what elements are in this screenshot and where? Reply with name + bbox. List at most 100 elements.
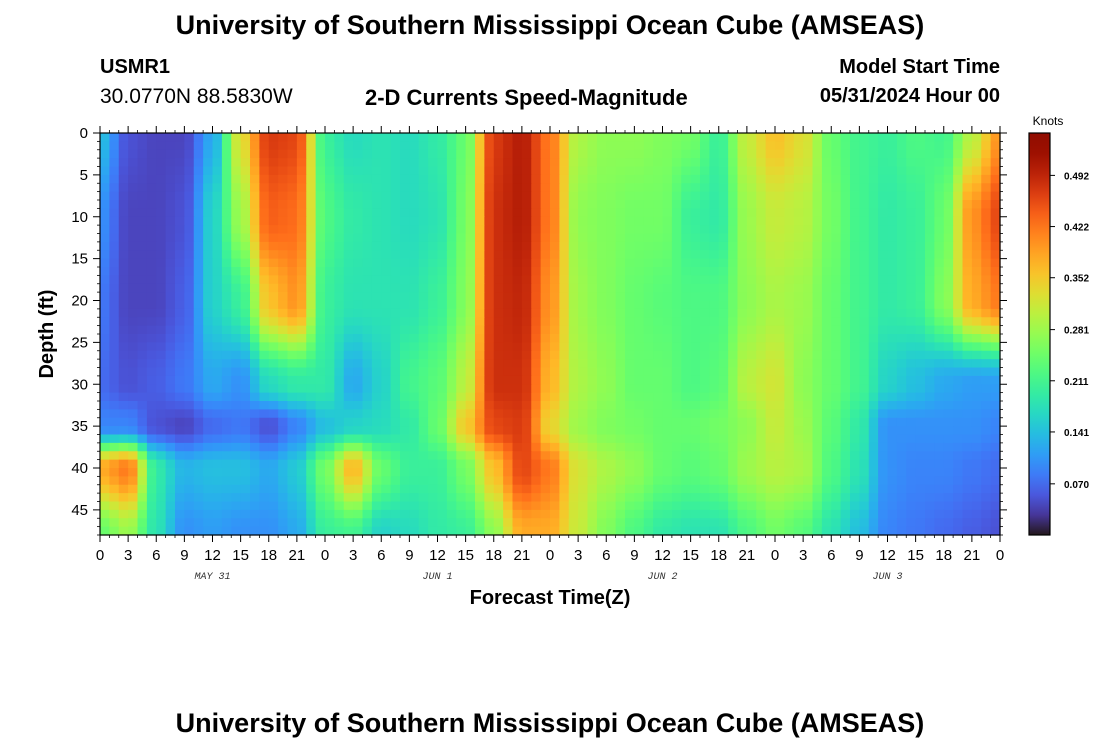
heatmap-cell <box>306 216 317 226</box>
heatmap-cell <box>784 216 795 226</box>
heatmap-cell <box>765 334 776 343</box>
heatmap-cell <box>212 200 223 209</box>
y-tick-label: 40 <box>71 460 88 477</box>
heatmap-cell <box>709 325 720 335</box>
heatmap-cell <box>156 392 167 402</box>
heatmap-cell <box>343 451 354 461</box>
heatmap-cell <box>559 434 570 444</box>
heatmap-cell <box>634 308 645 318</box>
heatmap-cell <box>868 166 879 176</box>
heatmap-cell <box>962 200 973 209</box>
heatmap-cell <box>634 233 645 243</box>
x-tick-label: 15 <box>907 547 924 564</box>
heatmap-cell <box>418 476 429 486</box>
heatmap-cell <box>737 317 748 327</box>
heatmap-cell <box>709 459 720 469</box>
heatmap-cell <box>100 292 110 302</box>
heatmap-cell <box>896 426 907 436</box>
heatmap-cell <box>540 501 551 511</box>
heatmap-cell <box>784 392 795 402</box>
heatmap-cell <box>362 133 373 142</box>
heatmap-cell <box>962 166 973 176</box>
heatmap-cell <box>821 200 832 209</box>
heatmap-cell <box>887 292 898 302</box>
heatmap-cell <box>137 509 148 519</box>
heatmap-cell <box>184 384 195 394</box>
heatmap-cell <box>793 283 804 293</box>
heatmap-cell <box>203 166 214 176</box>
heatmap-cell <box>446 342 457 352</box>
heatmap-cell <box>240 250 251 260</box>
heatmap-cell <box>915 300 926 310</box>
heatmap-cell <box>250 526 260 536</box>
heatmap-cell <box>578 392 589 402</box>
heatmap-cell <box>193 401 204 410</box>
colorbar-tick-label: 0.281 <box>1064 326 1089 337</box>
heatmap-cell <box>296 509 307 519</box>
heatmap-cell <box>690 158 701 168</box>
heatmap-cell <box>653 133 664 142</box>
heatmap-cell <box>540 317 551 327</box>
heatmap-cell <box>250 166 260 176</box>
heatmap-cell <box>896 325 907 335</box>
heatmap-cell <box>231 183 242 193</box>
heatmap-cell <box>559 200 570 209</box>
heatmap-cell <box>475 434 485 444</box>
heatmap-cell <box>503 442 514 452</box>
heatmap-cell <box>906 216 917 226</box>
heatmap-cell <box>325 468 335 477</box>
heatmap-cell <box>662 216 673 226</box>
heatmap-cell <box>306 258 317 268</box>
heatmap-cell <box>550 493 560 503</box>
heatmap-cell <box>868 476 879 486</box>
heatmap-cell <box>175 267 185 276</box>
x-axis: 0 3 6 9 12 15 18 21 0 3 6 9 12 15 18 21 0 3 6 9 12 15 18 21 0 3 6 9… <box>96 126 1004 583</box>
heatmap-cell <box>718 166 729 176</box>
heatmap-cell <box>681 133 692 142</box>
heatmap-cell <box>943 250 954 260</box>
heatmap-cell <box>878 308 889 318</box>
heatmap-cell <box>812 258 823 268</box>
heatmap-cell <box>118 375 129 385</box>
heatmap-cell <box>184 342 195 352</box>
heatmap-cell <box>887 241 898 251</box>
heatmap-cell <box>878 141 889 151</box>
heatmap-cell <box>568 216 579 226</box>
heatmap-cell <box>446 275 457 285</box>
heatmap-cell <box>128 300 139 310</box>
heatmap-cell <box>118 283 129 293</box>
heatmap-cell <box>268 426 279 436</box>
heatmap-cell <box>353 375 364 385</box>
heatmap-cell <box>943 442 954 452</box>
heatmap-cell <box>765 501 776 511</box>
heatmap-cell <box>400 158 410 168</box>
heatmap-cell <box>718 484 729 494</box>
heatmap-cell <box>446 283 457 293</box>
heatmap-cell <box>662 133 673 142</box>
heatmap-cell <box>953 501 964 511</box>
heatmap-cell <box>737 325 748 335</box>
heatmap-cell <box>343 409 354 419</box>
heatmap-cell <box>690 308 701 318</box>
heatmap-cell <box>156 350 167 360</box>
heatmap-cell <box>906 149 917 159</box>
heatmap-cell <box>315 292 326 302</box>
heatmap-cell <box>259 375 270 385</box>
heatmap-cell <box>362 442 373 452</box>
heatmap-cell <box>306 367 317 377</box>
heatmap-cell <box>981 375 992 385</box>
heatmap-cell <box>756 158 767 168</box>
heatmap-cell <box>409 518 420 528</box>
heatmap-cell <box>531 325 542 335</box>
heatmap-cell <box>934 426 945 436</box>
heatmap-cell <box>812 384 823 394</box>
heatmap-cell <box>756 359 767 369</box>
heatmap-cell <box>353 283 364 293</box>
heatmap-cell <box>634 501 645 511</box>
heatmap-cell <box>643 250 654 260</box>
heatmap-cell <box>268 409 279 419</box>
heatmap-cell <box>671 325 682 335</box>
heatmap-cell <box>868 451 879 461</box>
heatmap-cell <box>662 359 673 369</box>
heatmap-cell <box>934 459 945 469</box>
